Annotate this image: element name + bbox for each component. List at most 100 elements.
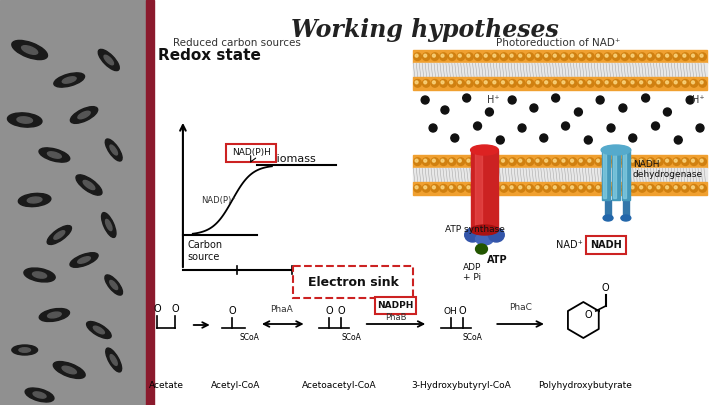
Circle shape (657, 186, 660, 189)
Circle shape (690, 158, 698, 166)
Text: Biomass: Biomass (270, 154, 317, 164)
Bar (602, 150, 610, 200)
Text: O: O (337, 306, 345, 316)
Text: NAD⁺: NAD⁺ (557, 240, 583, 250)
Circle shape (622, 186, 626, 189)
Circle shape (700, 186, 703, 189)
Circle shape (474, 185, 482, 192)
Circle shape (578, 79, 585, 87)
Circle shape (604, 79, 611, 87)
Text: Polyhydroxybutyrate: Polyhydroxybutyrate (539, 381, 632, 390)
Circle shape (421, 96, 429, 104)
Ellipse shape (78, 111, 90, 119)
Circle shape (607, 124, 615, 132)
Circle shape (665, 159, 669, 162)
Circle shape (415, 54, 418, 57)
Circle shape (639, 79, 646, 87)
Text: Carbon
source: Carbon source (188, 240, 223, 262)
Circle shape (648, 54, 652, 57)
Circle shape (570, 158, 577, 166)
Bar (413, 63, 707, 77)
Ellipse shape (110, 355, 117, 365)
Text: ATP synthase: ATP synthase (445, 225, 505, 234)
Circle shape (492, 185, 499, 192)
Text: PhaB: PhaB (384, 313, 406, 322)
Circle shape (674, 159, 678, 162)
Circle shape (467, 54, 470, 57)
Text: H⁺: H⁺ (487, 95, 500, 105)
Text: Acetate: Acetate (148, 381, 184, 390)
Circle shape (675, 136, 683, 144)
Circle shape (450, 54, 453, 57)
FancyBboxPatch shape (292, 266, 413, 298)
Circle shape (631, 186, 634, 189)
Circle shape (518, 124, 526, 132)
Circle shape (700, 54, 703, 57)
Circle shape (466, 53, 473, 60)
Circle shape (429, 124, 437, 132)
Ellipse shape (83, 181, 95, 190)
Circle shape (613, 81, 617, 84)
Circle shape (459, 186, 462, 189)
Ellipse shape (621, 215, 631, 221)
Circle shape (696, 124, 704, 132)
Text: Acetyl-CoA: Acetyl-CoA (211, 381, 260, 390)
Circle shape (587, 79, 594, 87)
Ellipse shape (25, 388, 54, 402)
Ellipse shape (33, 392, 46, 398)
Circle shape (595, 79, 603, 87)
Circle shape (493, 186, 496, 189)
Circle shape (440, 158, 447, 166)
Circle shape (451, 134, 459, 142)
Circle shape (433, 54, 436, 57)
Circle shape (528, 54, 531, 57)
Circle shape (414, 79, 421, 87)
Ellipse shape (106, 348, 122, 372)
Circle shape (519, 54, 522, 57)
Ellipse shape (24, 268, 55, 282)
Circle shape (691, 54, 695, 57)
Circle shape (459, 159, 462, 162)
Circle shape (561, 185, 568, 192)
Text: Electron sink: Electron sink (307, 275, 398, 288)
Circle shape (526, 158, 534, 166)
Circle shape (630, 53, 637, 60)
Circle shape (629, 134, 636, 142)
Ellipse shape (39, 148, 70, 162)
Circle shape (665, 185, 672, 192)
Circle shape (441, 186, 444, 189)
Circle shape (570, 53, 577, 60)
Circle shape (493, 54, 496, 57)
Circle shape (621, 185, 629, 192)
Circle shape (570, 54, 574, 57)
Circle shape (424, 81, 427, 84)
Circle shape (449, 79, 456, 87)
Circle shape (502, 54, 505, 57)
Text: O: O (585, 310, 592, 320)
Circle shape (699, 79, 706, 87)
Ellipse shape (12, 345, 37, 355)
Circle shape (674, 54, 678, 57)
Circle shape (613, 53, 620, 60)
Ellipse shape (70, 253, 98, 267)
Ellipse shape (86, 322, 111, 339)
Circle shape (526, 53, 534, 60)
Ellipse shape (22, 46, 37, 54)
Circle shape (596, 54, 600, 57)
Circle shape (604, 185, 611, 192)
Circle shape (575, 108, 582, 116)
Circle shape (699, 185, 706, 192)
Text: NADH
dehydrogenase: NADH dehydrogenase (633, 160, 703, 179)
Circle shape (648, 81, 652, 84)
Circle shape (485, 54, 487, 57)
Ellipse shape (110, 145, 117, 155)
Circle shape (561, 158, 568, 166)
Circle shape (485, 186, 487, 189)
Circle shape (683, 159, 686, 162)
Circle shape (605, 81, 608, 84)
Circle shape (414, 53, 421, 60)
Circle shape (579, 159, 582, 162)
Text: OH: OH (444, 307, 458, 316)
Circle shape (502, 186, 505, 189)
Text: O: O (459, 306, 467, 316)
